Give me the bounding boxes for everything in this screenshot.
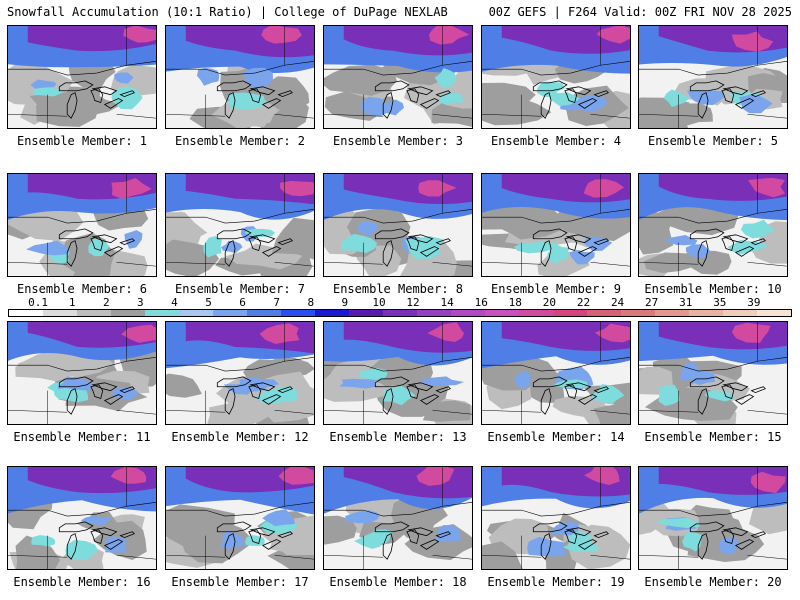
legend-swatch — [655, 310, 689, 316]
ensemble-map-panel — [323, 173, 473, 277]
legend-label: 7 — [273, 296, 280, 309]
ensemble-map-panel — [638, 466, 788, 570]
legend-label: 8 — [307, 296, 315, 309]
legend-label: 31 — [679, 296, 693, 309]
ensemble-member-label: Ensemble Member: 4 — [490, 134, 622, 148]
ensemble-member-label: Ensemble Member: 5 — [647, 134, 779, 148]
legend-swatch — [689, 310, 723, 316]
snowfall-color-legend: 0.1 1 2 3 4 5 6 7 8 9 10 12 14 16 18 20 22 24 27 31 35 39 — [8, 296, 792, 320]
ensemble-member-label: Ensemble Member: 14 — [487, 430, 625, 444]
legend-swatch — [587, 310, 621, 316]
legend-swatch — [553, 310, 587, 316]
run-valid-time: 00Z GEFS | F264 Valid: 00Z FRI NOV 28 20… — [488, 5, 792, 19]
legend-swatch — [451, 310, 485, 316]
legend-label: 5 — [205, 296, 212, 309]
legend-label: 14 — [440, 296, 454, 309]
ensemble-member-label: Ensemble Member: 13 — [329, 430, 467, 444]
ensemble-member-label: Ensemble Member: 2 — [174, 134, 306, 148]
legend-swatch — [757, 310, 791, 316]
legend-label: 9 — [341, 296, 349, 309]
legend-label: 16 — [474, 296, 488, 309]
legend-swatch — [383, 310, 417, 316]
ensemble-member-label: Ensemble Member: 3 — [332, 134, 464, 148]
ensemble-member-label: Ensemble Member: 11 — [13, 430, 151, 444]
ensemble-map-panel — [165, 25, 315, 129]
ensemble-map-panel — [323, 466, 473, 570]
ensemble-map-panel — [7, 466, 157, 570]
legend-color-bar — [8, 309, 792, 317]
legend-swatch — [349, 310, 383, 316]
legend-label: 20 — [542, 296, 557, 309]
legend-swatch — [723, 310, 757, 316]
ensemble-map-panel — [165, 173, 315, 277]
legend-swatch — [417, 310, 451, 316]
ensemble-map-panel — [7, 25, 157, 129]
legend-label: 4 — [171, 296, 178, 309]
ensemble-member-label: Ensemble Member: 20 — [644, 575, 782, 589]
ensemble-member-label: Ensemble Member: 16 — [13, 575, 151, 589]
ensemble-member-label: Ensemble Member: 17 — [171, 575, 309, 589]
legend-label: 22 — [576, 296, 591, 309]
legend-label: 3 — [137, 296, 144, 309]
legend-label: 6 — [239, 296, 246, 309]
legend-label: 35 — [713, 296, 727, 309]
legend-label: 0.1 — [28, 296, 49, 309]
legend-swatch — [281, 310, 315, 316]
legend-swatch — [77, 310, 111, 316]
ensemble-member-label: Ensemble Member: 1 — [16, 134, 148, 148]
legend-swatch — [43, 310, 77, 316]
legend-swatch — [485, 310, 519, 316]
ensemble-map-panel — [638, 173, 788, 277]
legend-label: 27 — [645, 296, 659, 309]
ensemble-member-label: Ensemble Member: 9 — [490, 282, 622, 296]
legend-label: 12 — [406, 296, 420, 309]
ensemble-member-label: Ensemble Member: 10 — [644, 282, 782, 296]
ensemble-member-label: Ensemble Member: 7 — [174, 282, 306, 296]
ensemble-member-label: Ensemble Member: 19 — [487, 575, 625, 589]
legend-label: 1 — [68, 296, 76, 309]
legend-swatch — [247, 310, 281, 316]
legend-swatch — [145, 310, 179, 316]
legend-swatch — [111, 310, 145, 316]
ensemble-member-label: Ensemble Member: 12 — [171, 430, 309, 444]
ensemble-map-panel — [165, 321, 315, 425]
ensemble-map-panel — [638, 321, 788, 425]
legend-label: 2 — [102, 296, 110, 309]
ensemble-map-panel — [165, 466, 315, 570]
legend-label: 39 — [747, 296, 761, 309]
legend-label: 18 — [508, 296, 522, 309]
legend-swatch — [213, 310, 247, 316]
legend-swatch — [621, 310, 655, 316]
ensemble-map-panel — [481, 466, 631, 570]
legend-label: 24 — [610, 296, 625, 309]
ensemble-map-panel — [7, 321, 157, 425]
ensemble-map-panel — [638, 25, 788, 129]
legend-swatch — [315, 310, 349, 316]
legend-swatch — [9, 310, 43, 316]
ensemble-member-label: Ensemble Member: 6 — [16, 282, 148, 296]
ensemble-member-label: Ensemble Member: 15 — [644, 430, 782, 444]
legend-labels: 0.1 1 2 3 4 5 6 7 8 9 10 12 14 16 18 20 22 24 27 31 35 39 — [8, 296, 792, 309]
ensemble-member-label: Ensemble Member: 18 — [329, 575, 467, 589]
ensemble-map-panel — [481, 25, 631, 129]
ensemble-map-panel — [481, 321, 631, 425]
legend-swatch — [519, 310, 553, 316]
map-title: Snowfall Accumulation (10:1 Ratio) | Col… — [7, 5, 448, 19]
ensemble-map-panel — [481, 173, 631, 277]
legend-label: 10 — [372, 296, 386, 309]
legend-swatch — [179, 310, 213, 316]
ensemble-map-panel — [7, 173, 157, 277]
ensemble-map-panel — [323, 25, 473, 129]
ensemble-map-panel — [323, 321, 473, 425]
ensemble-member-label: Ensemble Member: 8 — [332, 282, 464, 296]
